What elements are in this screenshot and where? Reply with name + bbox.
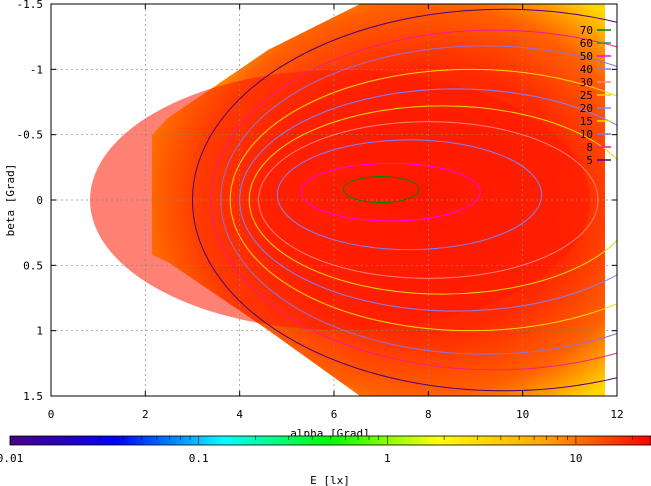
heat-core [90, 70, 590, 330]
legend-label: 8 [586, 141, 593, 154]
contour-line-8 [210, 29, 617, 371]
y-tick-label: 1.5 [23, 390, 43, 403]
x-tick-label: 8 [425, 408, 432, 421]
colorbar-tick-label: 0.1 [189, 452, 209, 465]
colorbar: 0.01 0.1 1 10 [0, 435, 651, 465]
x-tick-label: 2 [142, 408, 149, 421]
x-tick-label: 10 [516, 408, 529, 421]
contour-lines [192, 8, 617, 392]
contour-line-30 [258, 121, 599, 279]
heat-field [90, 4, 605, 396]
y-tick-label: -0.5 [17, 129, 44, 142]
legend-label: 50 [580, 50, 593, 63]
y-axis: -1.5 -1 -0.5 0 0.5 1 1.5 [17, 0, 617, 403]
contour-line-10 [220, 45, 617, 355]
contour-line-40 [276, 139, 543, 251]
legend-label: 15 [580, 115, 593, 128]
contour-line-5 [192, 8, 617, 392]
colorbar-tick-label: 0.01 [0, 452, 23, 465]
x-tick-label: 12 [610, 408, 623, 421]
x-tick-label: 4 [236, 408, 243, 421]
legend-label: 5 [586, 154, 593, 167]
contour-line-20 [239, 88, 617, 312]
y-tick-label: -1.5 [17, 0, 44, 11]
y-tick-label: 1 [36, 325, 43, 338]
colorbar-tick-label: 10 [569, 452, 582, 465]
x-tick-label: 0 [48, 408, 55, 421]
x-tick-label: 6 [331, 408, 338, 421]
colorbar-tick-label: 1 [384, 452, 391, 465]
y-tick-label: -1 [30, 63, 43, 76]
legend-label: 40 [580, 63, 593, 76]
legend-label: 20 [580, 102, 593, 115]
y-tick-label: 0 [36, 194, 43, 207]
legend-label: 60 [580, 37, 593, 50]
legend-label: 30 [580, 76, 593, 89]
legend-label: 25 [580, 89, 593, 102]
contour-line-15 [229, 68, 617, 332]
legend-label: 70 [580, 24, 593, 37]
contour-line-70 [342, 175, 420, 204]
y-axis-title: beta [Grad] [4, 164, 17, 237]
legend-label: 10 [580, 128, 593, 141]
contour-line-50 [300, 162, 481, 222]
y-tick-label: 0.5 [23, 259, 43, 272]
x-axis: 0 2 4 6 8 10 12 [48, 4, 624, 421]
colorbar-title: E [lx] [310, 474, 350, 486]
contour-line-25 [248, 105, 617, 295]
